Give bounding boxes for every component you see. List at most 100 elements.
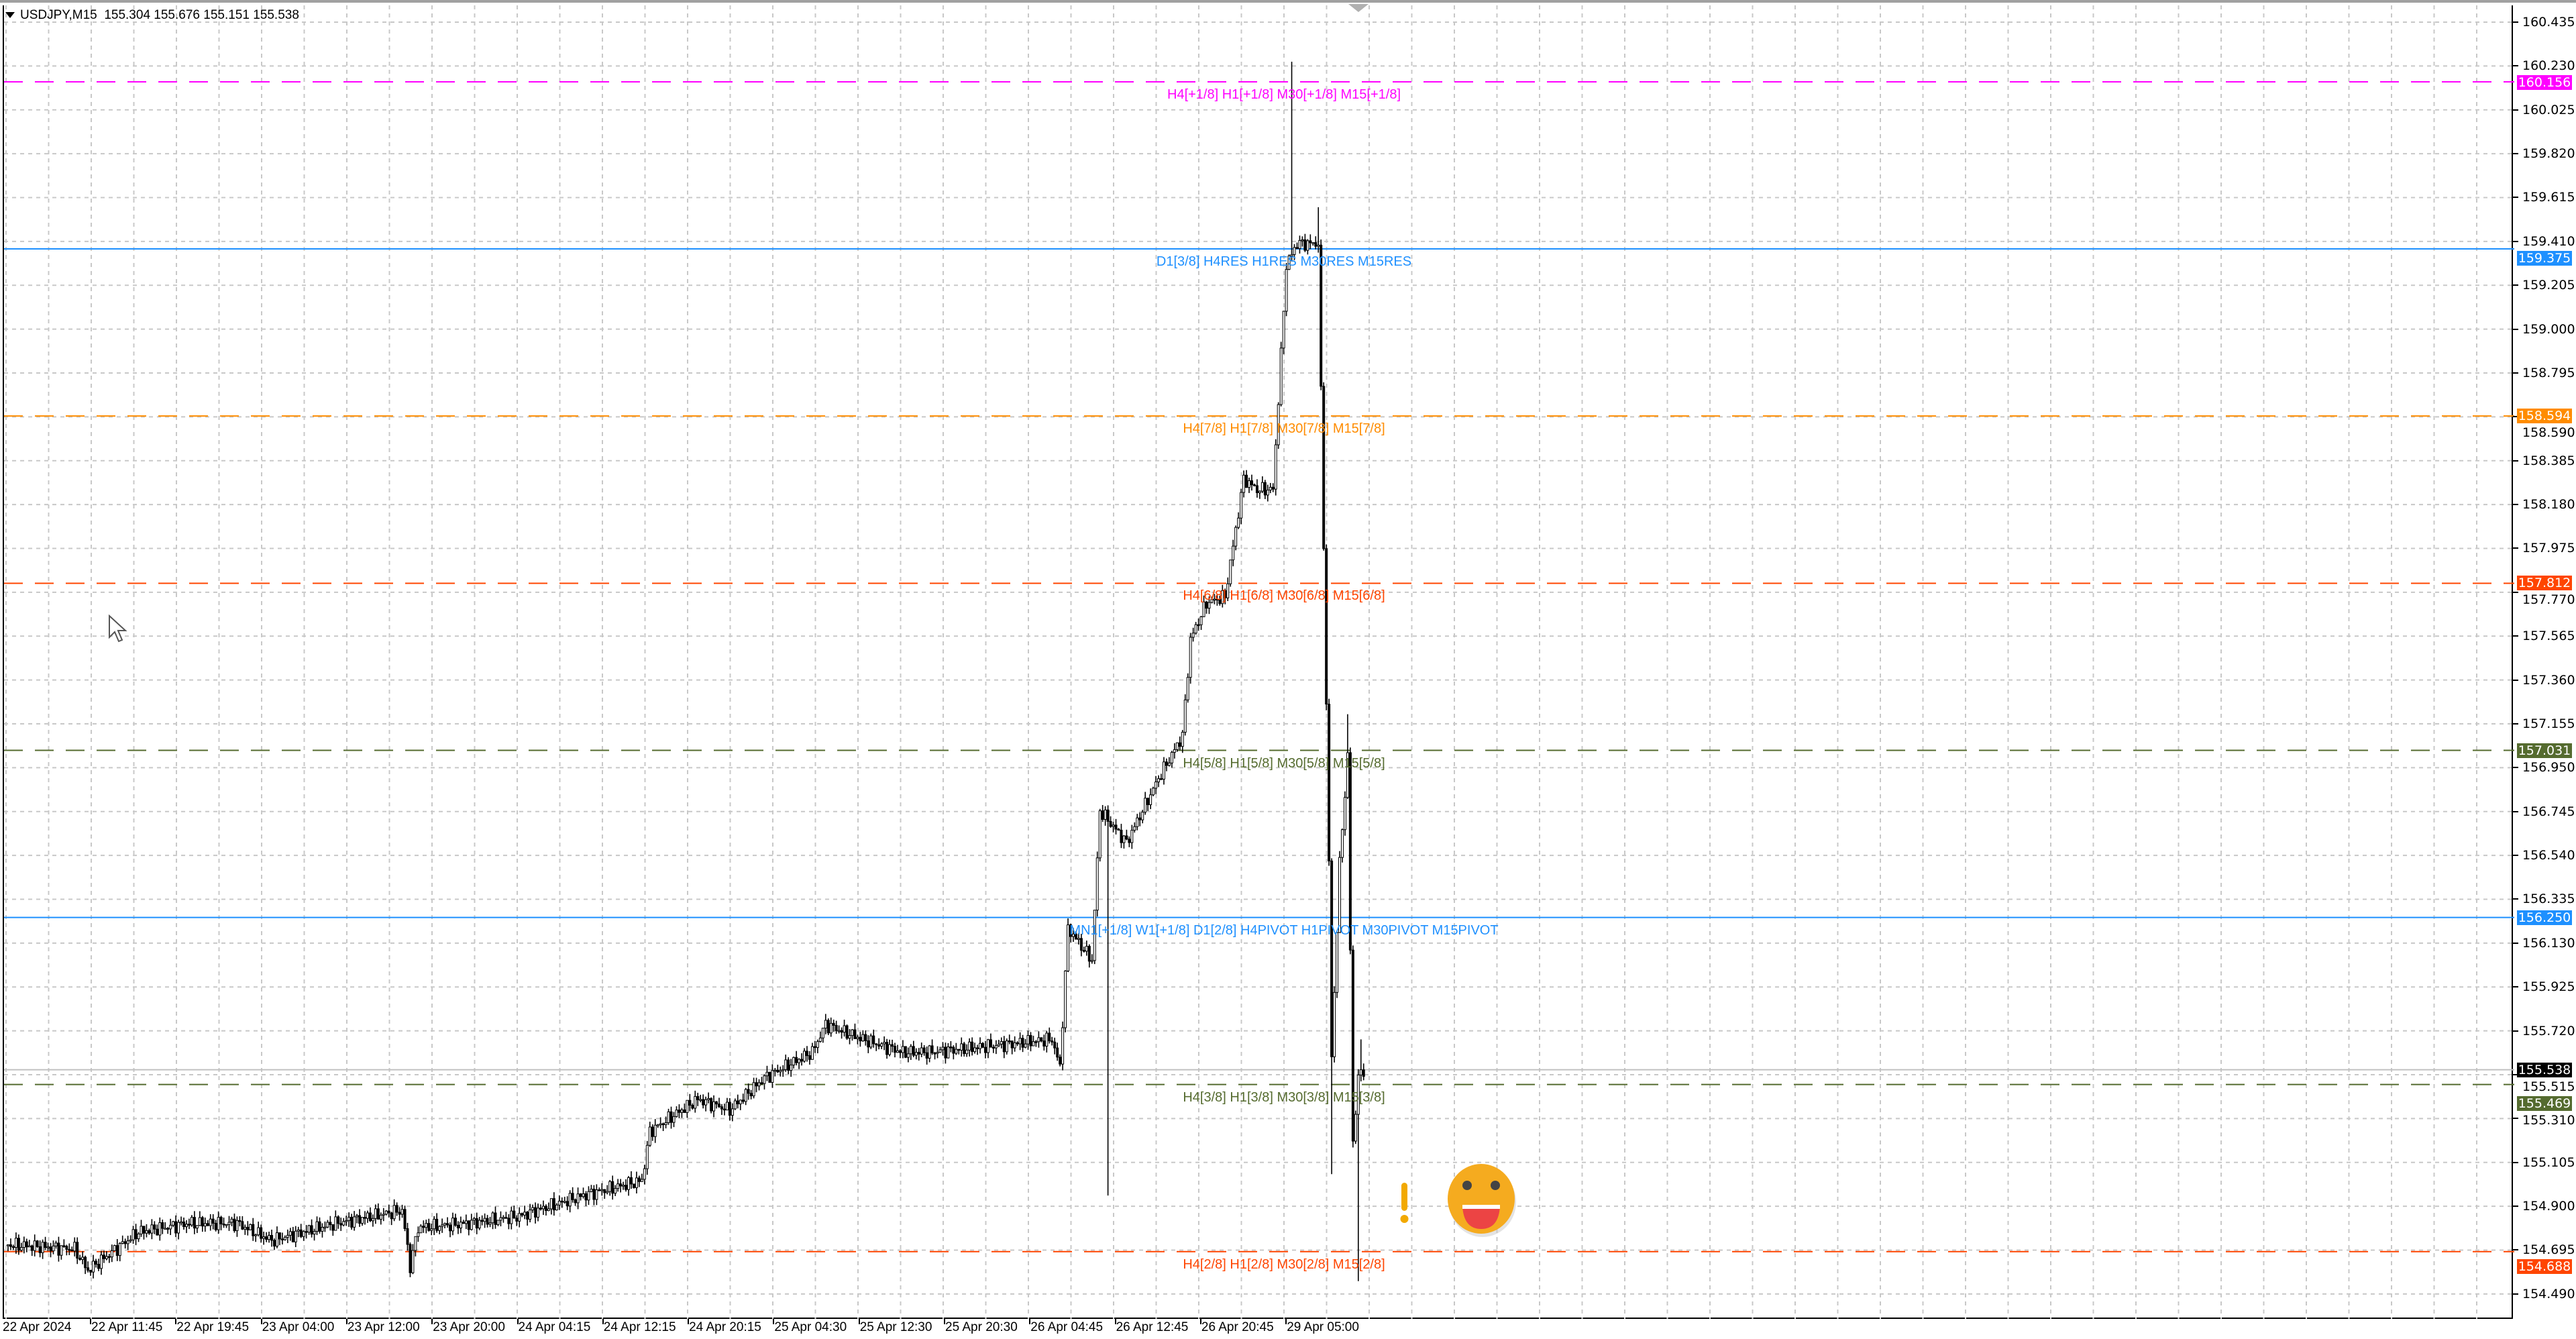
candle-body	[62, 1245, 66, 1247]
candle-body	[986, 1039, 989, 1053]
candle-body	[1010, 1040, 1014, 1049]
candle	[1317, 207, 1320, 253]
candle-body	[1079, 938, 1083, 951]
candle-body	[960, 1043, 963, 1051]
price-tick-label: 158.795	[2522, 365, 2575, 380]
price-tick-label: 160.025	[2522, 102, 2575, 117]
candle	[592, 1185, 596, 1206]
level-price-label: 159.375	[2517, 250, 2572, 266]
candle	[118, 1242, 121, 1262]
candle	[938, 1047, 942, 1053]
candle-body	[625, 1185, 628, 1190]
time-tick-mark	[1199, 1319, 1201, 1324]
candle	[1336, 931, 1339, 998]
price-tick-mark	[2513, 109, 2518, 111]
candle	[486, 1215, 489, 1228]
chart-plot-area[interactable]	[3, 5, 2514, 1319]
candle-body	[574, 1199, 577, 1203]
candle	[331, 1224, 335, 1236]
candle	[1240, 488, 1243, 525]
candle-body	[515, 1218, 519, 1222]
candle	[478, 1217, 481, 1230]
price-tick-mark	[2513, 328, 2518, 330]
candle-body	[425, 1223, 428, 1228]
candle	[821, 1028, 824, 1043]
candle	[371, 1214, 374, 1227]
candle	[608, 1179, 612, 1196]
candle	[773, 1068, 777, 1077]
candle-body	[983, 1047, 987, 1053]
candle	[810, 1042, 814, 1060]
candle	[661, 1122, 665, 1132]
candle-body	[1248, 480, 1251, 488]
candle-body	[1191, 633, 1195, 638]
price-tick-label: 159.615	[2522, 190, 2575, 205]
candle	[504, 1212, 508, 1219]
candle	[971, 1037, 974, 1056]
candle	[947, 1042, 950, 1059]
candle-body	[1064, 970, 1067, 1028]
candle-body	[710, 1098, 713, 1112]
candle-body	[387, 1210, 390, 1214]
candle-body	[11, 1246, 15, 1248]
candle-body	[1336, 932, 1339, 993]
candle-body	[1000, 1041, 1003, 1045]
candle-body	[994, 1045, 998, 1049]
candle-body	[648, 1126, 651, 1146]
candle	[790, 1059, 793, 1077]
candle-body	[659, 1123, 662, 1126]
candle-body	[265, 1236, 268, 1240]
candle-body	[720, 1106, 723, 1110]
candle-body	[1348, 752, 1352, 951]
candle	[936, 1046, 939, 1059]
candle	[265, 1232, 268, 1242]
candle-body	[821, 1028, 824, 1038]
candle-body	[158, 1222, 162, 1236]
candle-body	[1202, 601, 1205, 617]
collapse-triangle-icon[interactable]	[5, 12, 15, 19]
candle-body	[294, 1230, 297, 1242]
price-tick-mark	[2513, 284, 2518, 286]
candle-body	[891, 1044, 894, 1047]
candle-body	[733, 1100, 737, 1110]
candle-body	[315, 1221, 319, 1232]
candle	[1260, 476, 1264, 494]
candle	[904, 1046, 907, 1059]
candle-body	[547, 1208, 550, 1212]
candle-body	[363, 1217, 366, 1219]
shift-marker-icon[interactable]	[1348, 4, 1368, 15]
candle	[1359, 1039, 1362, 1081]
smiley-face-icon	[1448, 1164, 1516, 1237]
candle	[555, 1203, 558, 1211]
candle-body	[603, 1189, 606, 1193]
candle-body	[600, 1189, 604, 1191]
candle-body	[656, 1124, 659, 1126]
candle	[736, 1094, 739, 1109]
candle	[960, 1037, 963, 1057]
candle	[699, 1095, 702, 1103]
candle	[121, 1235, 124, 1244]
candle	[246, 1221, 250, 1236]
candle	[244, 1224, 247, 1235]
candle	[869, 1033, 873, 1049]
candle	[129, 1235, 132, 1243]
candle	[1061, 1021, 1065, 1071]
candle	[845, 1024, 849, 1040]
candle-body	[936, 1052, 939, 1054]
candle	[1074, 930, 1077, 940]
candle-body	[798, 1059, 801, 1063]
candle-body	[997, 1043, 1000, 1047]
candle-body	[1155, 782, 1158, 789]
candle	[254, 1233, 258, 1242]
candle	[283, 1235, 286, 1241]
candle-body	[614, 1188, 617, 1194]
candle-body	[1173, 749, 1176, 753]
candle	[70, 1246, 74, 1252]
candle-body	[949, 1047, 953, 1049]
candle-body	[808, 1055, 811, 1060]
candle-body	[1002, 1041, 1006, 1053]
candle-body	[694, 1095, 697, 1109]
candle-body	[1229, 559, 1232, 584]
candle	[502, 1215, 505, 1223]
candle-body	[70, 1249, 74, 1252]
